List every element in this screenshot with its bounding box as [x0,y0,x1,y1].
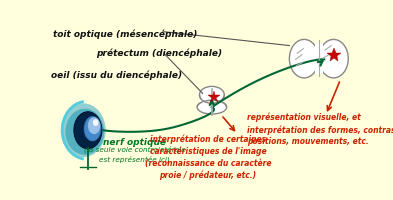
Ellipse shape [200,86,224,103]
Text: prétectum (diencéphale): prétectum (diencéphale) [95,49,222,58]
Text: représentation visuelle, et
interprétation des formes, contraste,
positions, mou: représentation visuelle, et interprétati… [247,113,393,146]
Polygon shape [315,43,323,74]
Text: interprétation de certaines
caractéristiques de l'image
(reconnaissance du carac: interprétation de certaines caractéristi… [145,134,271,180]
Ellipse shape [88,117,100,134]
Ellipse shape [319,39,348,78]
Ellipse shape [200,96,224,106]
Ellipse shape [289,39,319,78]
Text: (la seule voie controlatérale
est représentée ici): (la seule voie controlatérale est représ… [83,146,185,163]
Ellipse shape [197,100,227,114]
Ellipse shape [65,109,104,155]
Text: toit optique (mésencéphale): toit optique (mésencéphale) [53,29,197,39]
Ellipse shape [93,119,98,126]
Ellipse shape [84,116,101,141]
Ellipse shape [61,103,106,157]
Text: oeil (issu du diencéphale): oeil (issu du diencéphale) [51,70,182,80]
Text: nerf optique: nerf optique [103,138,166,147]
Ellipse shape [74,112,102,149]
